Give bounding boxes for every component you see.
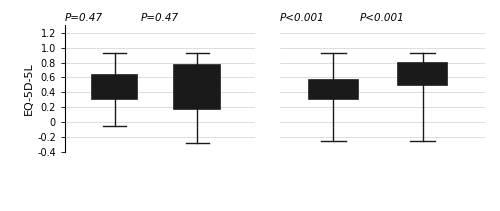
PathPatch shape <box>174 65 220 110</box>
Text: P=0.47: P=0.47 <box>65 13 103 23</box>
PathPatch shape <box>92 75 138 99</box>
PathPatch shape <box>309 80 358 99</box>
Y-axis label: EQ-5D-5L: EQ-5D-5L <box>24 62 34 115</box>
PathPatch shape <box>398 62 447 85</box>
Title: P<0.001: P<0.001 <box>360 13 405 23</box>
Text: P<0.001: P<0.001 <box>280 13 325 23</box>
Title: P=0.47: P=0.47 <box>141 13 179 23</box>
